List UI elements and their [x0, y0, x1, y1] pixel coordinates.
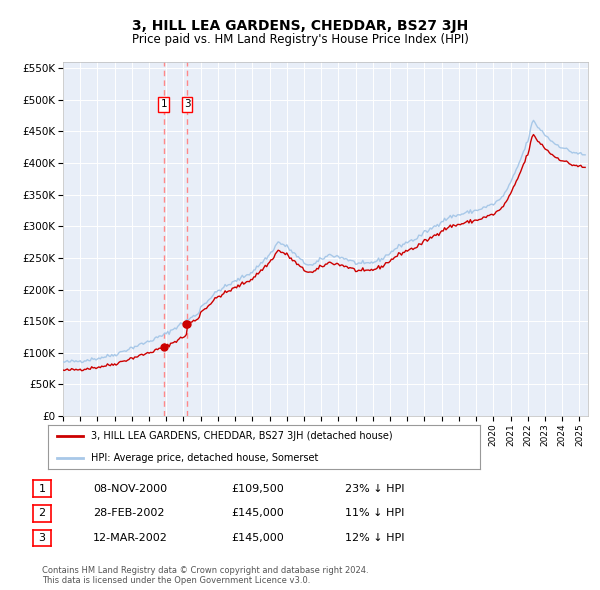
Text: HPI: Average price, detached house, Somerset: HPI: Average price, detached house, Some…: [91, 453, 319, 463]
Text: 1: 1: [38, 484, 46, 493]
Text: 1: 1: [160, 100, 167, 109]
Text: 11% ↓ HPI: 11% ↓ HPI: [345, 509, 404, 518]
Text: Contains HM Land Registry data © Crown copyright and database right 2024.
This d: Contains HM Land Registry data © Crown c…: [42, 566, 368, 585]
Text: 3: 3: [184, 100, 190, 109]
Text: 23% ↓ HPI: 23% ↓ HPI: [345, 484, 404, 493]
Text: £109,500: £109,500: [231, 484, 284, 493]
Text: Price paid vs. HM Land Registry's House Price Index (HPI): Price paid vs. HM Land Registry's House …: [131, 33, 469, 46]
Text: 3: 3: [38, 533, 46, 543]
Text: 08-NOV-2000: 08-NOV-2000: [93, 484, 167, 493]
Text: 28-FEB-2002: 28-FEB-2002: [93, 509, 164, 518]
Text: 3, HILL LEA GARDENS, CHEDDAR, BS27 3JH: 3, HILL LEA GARDENS, CHEDDAR, BS27 3JH: [132, 19, 468, 33]
Text: 12% ↓ HPI: 12% ↓ HPI: [345, 533, 404, 543]
Text: 3, HILL LEA GARDENS, CHEDDAR, BS27 3JH (detached house): 3, HILL LEA GARDENS, CHEDDAR, BS27 3JH (…: [91, 431, 393, 441]
Text: £145,000: £145,000: [231, 533, 284, 543]
Text: 2: 2: [38, 509, 46, 518]
Text: 12-MAR-2002: 12-MAR-2002: [93, 533, 168, 543]
Text: £145,000: £145,000: [231, 509, 284, 518]
